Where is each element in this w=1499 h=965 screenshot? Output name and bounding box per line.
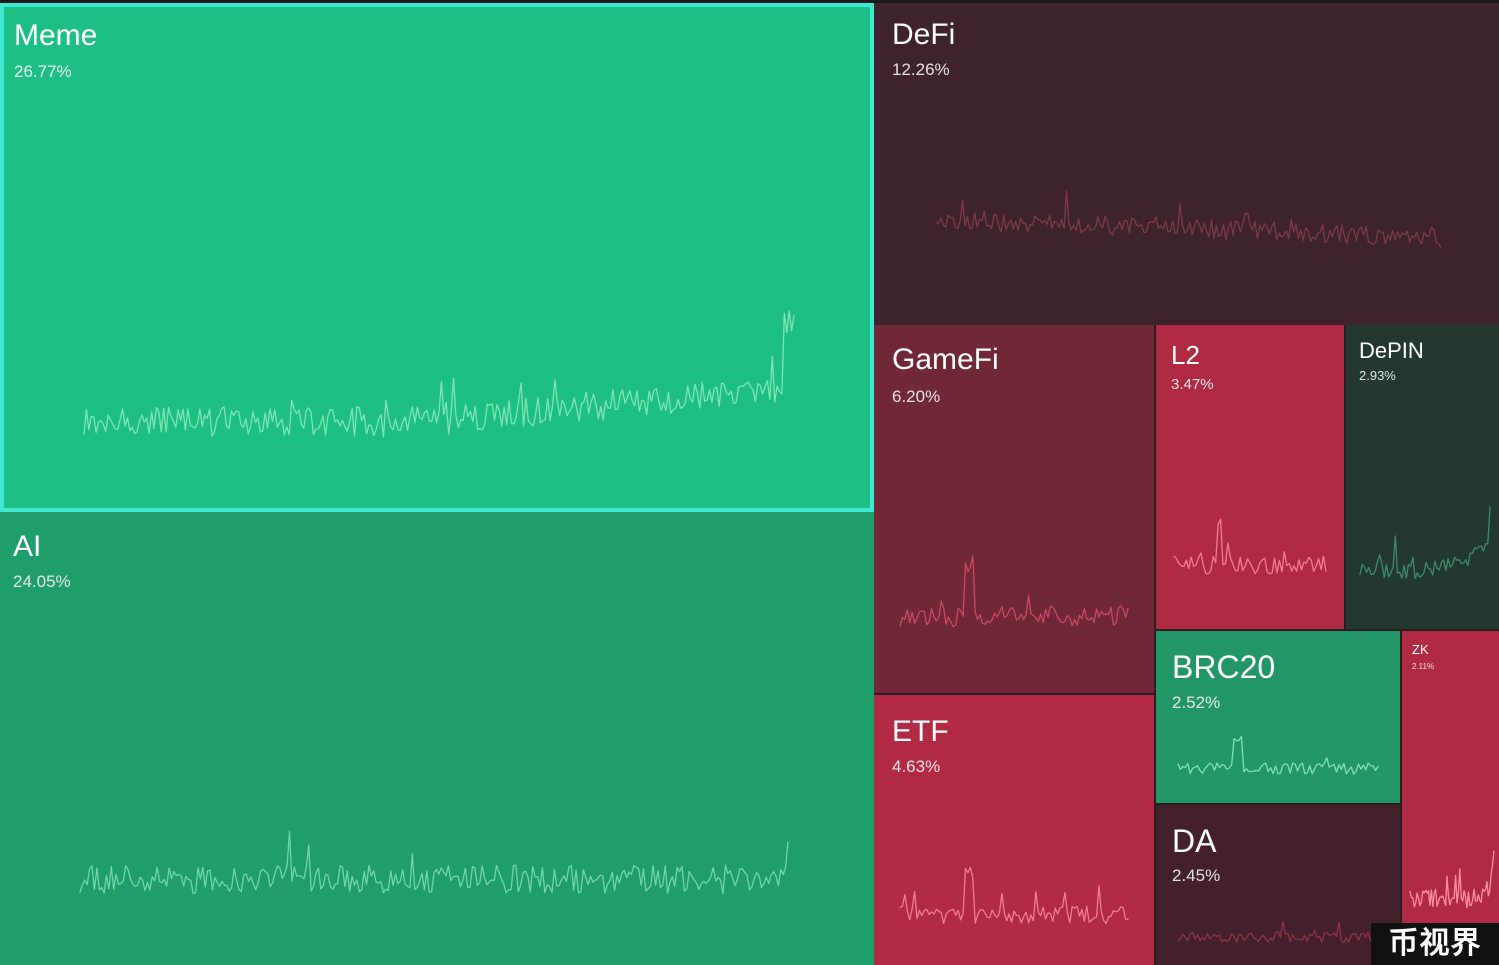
tile-share: 26.77%: [14, 62, 72, 81]
tile-meme[interactable]: Meme 26.77%: [0, 3, 874, 512]
sparkline: [83, 310, 795, 438]
sparkline: [899, 555, 1129, 628]
tile-share: 2.45%: [1172, 866, 1221, 885]
tile-ai[interactable]: AI 24.05%: [0, 512, 874, 965]
tile-name: DeFi: [892, 18, 956, 51]
tile-brc20[interactable]: BRC20 2.52%: [1156, 631, 1402, 805]
tile-name: DePIN: [1359, 338, 1424, 363]
tile-share: 12.26%: [892, 60, 950, 79]
tile-share: 2.93%: [1359, 368, 1396, 383]
sparkline: [1177, 920, 1379, 944]
tile-zk[interactable]: ZK 2.11%: [1402, 631, 1499, 965]
tile-etf[interactable]: ETF 4.63%: [874, 695, 1156, 965]
sparkline: [1409, 850, 1495, 909]
tile-share: 3.47%: [1171, 376, 1214, 393]
tile-depin[interactable]: DePIN 2.93%: [1346, 325, 1499, 631]
tile-name: GameFi: [892, 343, 999, 376]
tile-l2[interactable]: L2 3.47%: [1156, 325, 1346, 631]
tile-name: DA: [1172, 823, 1217, 859]
tile-name: ZK: [1412, 642, 1429, 657]
sparkline: [79, 830, 789, 895]
tile-name: BRC20: [1172, 649, 1276, 685]
sparkline: [1173, 518, 1327, 575]
tile-share: 4.63%: [892, 757, 941, 776]
tile-da[interactable]: DA 2.45%: [1156, 805, 1402, 965]
tile-name: AI: [13, 530, 42, 563]
tile-share: 6.20%: [892, 387, 941, 406]
tile-gamefi[interactable]: GameFi 6.20%: [874, 325, 1156, 695]
tile-name: ETF: [892, 715, 949, 748]
sparkline: [1359, 505, 1491, 580]
sparkline: [899, 866, 1129, 925]
sparkline: [1177, 735, 1379, 775]
tile-share: 2.11%: [1412, 662, 1435, 671]
sparkline: [935, 190, 1442, 248]
tile-share: 24.05%: [13, 572, 71, 591]
tile-name: L2: [1171, 340, 1200, 370]
tile-name: Meme: [14, 19, 98, 52]
tile-defi[interactable]: DeFi 12.26%: [874, 3, 1499, 325]
watermark-logo: 币视界: [1371, 923, 1499, 965]
tile-share: 2.52%: [1172, 693, 1221, 712]
